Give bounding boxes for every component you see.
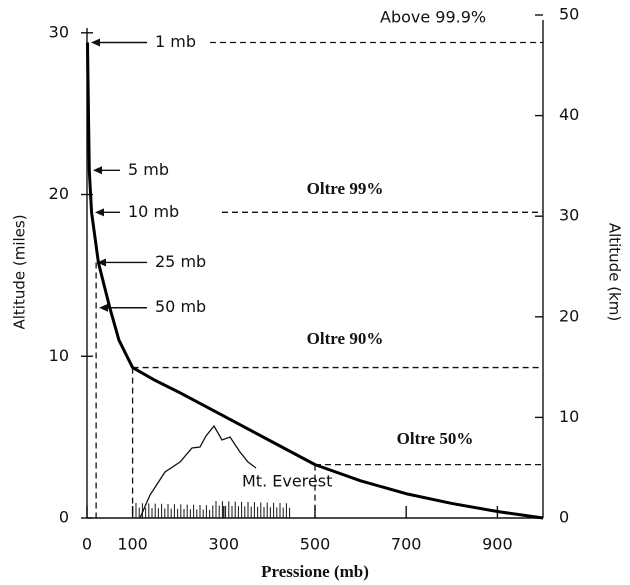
level-label: 5 mb: [128, 160, 169, 179]
zone-label: Above 99.9%: [380, 8, 486, 27]
level-label: 1 mb: [155, 32, 196, 51]
arrow-head: [97, 258, 106, 267]
mountain-label: Mt. Everest: [242, 472, 332, 491]
terrain-hatch: [135, 501, 291, 518]
y2-tick-label: 30: [559, 206, 579, 225]
x-axis-label: Pressione (mb): [261, 562, 369, 581]
x-tick-label: 0: [82, 535, 92, 554]
level-label: 50 mb: [155, 297, 206, 316]
zone-label: Oltre 90%: [307, 329, 384, 348]
y2-tick-label: 20: [559, 306, 579, 325]
y2-tick-label: 0: [559, 508, 569, 527]
x-tick-label: 900: [482, 535, 513, 554]
y-tick-label: 20: [49, 184, 69, 203]
x-tick-label: 300: [209, 535, 240, 554]
level-label: 25 mb: [155, 252, 206, 271]
y2-tick-label: 50: [559, 5, 579, 24]
y-tick-label: 0: [59, 508, 69, 527]
zone-label: Oltre 99%: [307, 179, 384, 198]
y-tick-label: 10: [49, 346, 69, 365]
x-tick-label: 500: [300, 535, 331, 554]
y2-tick-label: 40: [559, 105, 579, 124]
arrow-head: [93, 166, 102, 175]
zone-label: Oltre 50%: [397, 429, 474, 448]
pressure-curve: [85, 42, 544, 520]
y-axis-label: Altitude (miles): [11, 214, 29, 329]
mountain: [139, 424, 257, 519]
arrow-head: [95, 208, 104, 217]
x-tick-label: 100: [117, 535, 148, 554]
x-tick-label: 700: [391, 535, 422, 554]
y-tick-label: 30: [49, 22, 69, 41]
y2-axis-label: Altitude (km): [606, 223, 624, 321]
arrow-head: [99, 303, 108, 312]
arrow-head: [91, 38, 100, 47]
y2-tick-label: 10: [559, 407, 579, 426]
level-label: 10 mb: [128, 202, 179, 221]
